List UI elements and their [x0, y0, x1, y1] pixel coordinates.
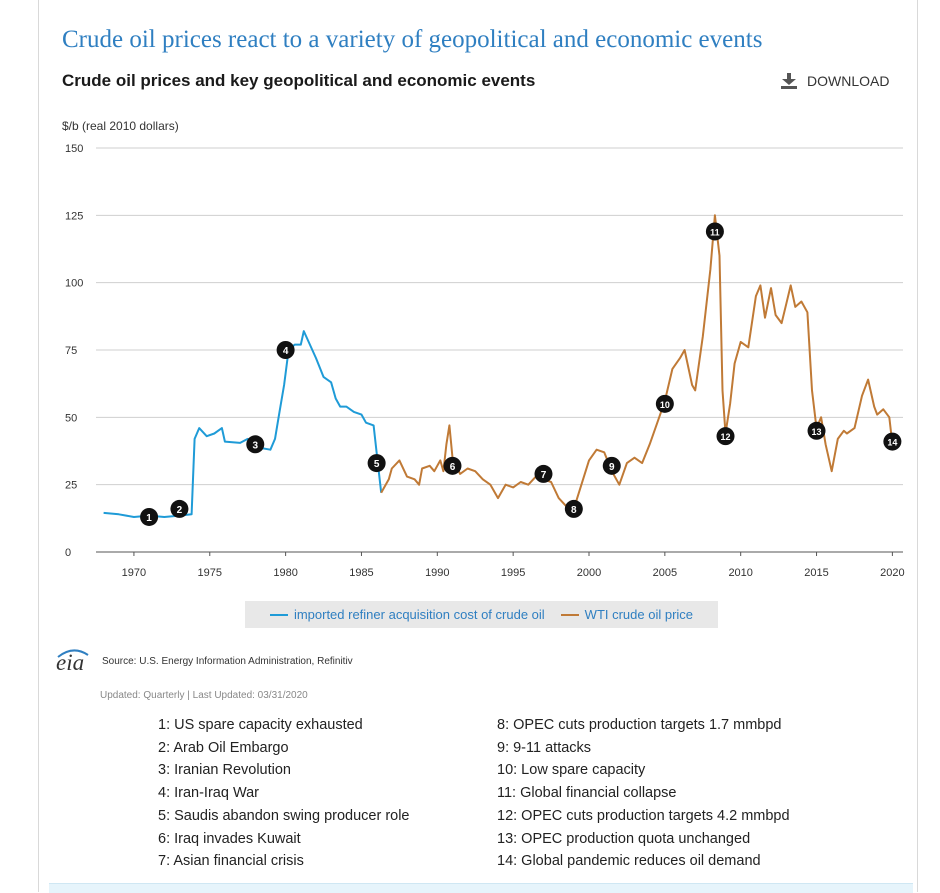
x-tick-label: 1975: [198, 567, 222, 579]
page-headline: Crude oil prices react to a variety of g…: [62, 26, 763, 53]
event-marker: [883, 432, 902, 451]
y-tick-label: 150: [65, 143, 83, 155]
event-marker-label: 11: [710, 227, 720, 237]
y-tick-label: 50: [65, 412, 77, 424]
event-marker: [602, 456, 621, 475]
legend-swatch-wti: [560, 613, 579, 616]
x-tick-label: 1970: [122, 567, 146, 579]
chart-legend: imported refiner acquisition cost of cru…: [245, 601, 718, 628]
event-list-item: 13: OPEC production quota unchanged: [497, 830, 751, 847]
legend-label-refiner-cost: imported refiner acquisition cost of cru…: [293, 607, 545, 622]
chart-title: Crude oil prices and key geopolitical an…: [62, 71, 536, 90]
event-list-item: 11: Global financial collapse: [497, 785, 677, 802]
y-tick-label: 75: [65, 345, 77, 357]
event-marker-label: 14: [887, 438, 897, 448]
event-marker: [276, 341, 295, 359]
bottom-panel: [49, 883, 913, 893]
event-list-item: 5: Saudis abandon swing producer role: [158, 807, 410, 824]
event-marker-label: 4: [283, 346, 289, 357]
page-frame: [38, 0, 918, 892]
event-marker-label: 1: [146, 513, 152, 524]
updated-note: Updated: Quarterly | Last Updated: 03/31…: [100, 690, 308, 701]
x-tick-label: 1985: [349, 567, 373, 579]
x-tick-label: 2015: [804, 567, 828, 579]
download-icon: [780, 73, 798, 89]
eia-logo-text: eia: [56, 650, 85, 675]
event-marker: [443, 456, 462, 475]
refiner-cost-line: [103, 330, 383, 518]
x-tick-label: 1980: [273, 567, 297, 579]
y-tick-label: 125: [65, 210, 83, 222]
legend-swatch-refiner-cost: [269, 613, 288, 616]
y-axis-label: $/b (real 2010 dollars): [62, 119, 179, 133]
event-marker: [367, 454, 386, 473]
event-marker: [655, 394, 674, 413]
event-list-item: 6: Iraq invades Kuwait: [158, 830, 301, 847]
event-marker-label: 13: [812, 427, 822, 437]
eia-logo: eia: [55, 648, 91, 676]
legend-item-wti[interactable]: WTI crude oil price: [560, 607, 694, 622]
download-label: DOWNLOAD: [807, 73, 890, 89]
y-tick-label: 100: [65, 278, 83, 290]
event-marker-label: 5: [374, 459, 380, 470]
event-marker-label: 12: [721, 432, 731, 442]
event-list-item: 7: Asian financial crisis: [158, 853, 304, 870]
event-list-item: 8: OPEC cuts production targets 1.7 mmbp…: [497, 717, 782, 733]
event-marker-label: 7: [541, 470, 547, 481]
event-marker: [807, 421, 826, 440]
event-marker: [246, 435, 265, 454]
event-list-item: 14: Global pandemic reduces oil demand: [497, 853, 761, 870]
event-marker: [564, 499, 583, 518]
event-marker: [534, 464, 553, 483]
legend-item-refiner-cost[interactable]: imported refiner acquisition cost of cru…: [269, 607, 545, 622]
event-list-item: 2: Arab Oil Embargo: [158, 739, 289, 756]
event-list-item: 12: OPEC cuts production targets 4.2 mmb…: [497, 807, 790, 824]
event-list-item: 9: 9-11 attacks: [497, 739, 592, 756]
event-list-right: 8: OPEC cuts production targets 1.7 mmbp…: [497, 714, 790, 873]
x-tick-label: 1995: [501, 567, 525, 579]
event-list-left: 1: US spare capacity exhausted 2: Arab O…: [158, 714, 410, 873]
event-marker: [716, 427, 735, 446]
event-marker-label: 2: [177, 505, 183, 516]
x-tick-label: 2000: [577, 567, 601, 579]
event-list-item: 4: Iran-Iraq War: [158, 785, 259, 802]
x-tick-label: 1990: [425, 567, 449, 579]
event-marker-label: 6: [450, 462, 456, 473]
event-marker-label: 8: [571, 505, 577, 516]
x-tick-label: 2020: [880, 567, 904, 579]
event-list-item: 1: US spare capacity exhausted: [158, 717, 363, 733]
legend-label-wti: WTI crude oil price: [584, 607, 694, 622]
event-list-item: 10: Low spare capacity: [497, 762, 646, 779]
event-marker-label: 9: [609, 462, 615, 473]
event-marker: [170, 499, 189, 518]
y-tick-label: 0: [65, 547, 71, 559]
x-tick-label: 2005: [653, 567, 677, 579]
x-tick-label: 2010: [728, 567, 752, 579]
event-marker: [705, 222, 724, 241]
y-tick-label: 25: [65, 480, 77, 492]
event-marker-label: 10: [660, 400, 670, 410]
source-note: Source: U.S. Energy Information Administ…: [102, 656, 353, 667]
event-list-item: 3: Iranian Revolution: [158, 762, 291, 779]
event-marker-label: 3: [252, 440, 258, 451]
event-marker: [140, 507, 159, 526]
download-button[interactable]: DOWNLOAD: [780, 73, 889, 89]
